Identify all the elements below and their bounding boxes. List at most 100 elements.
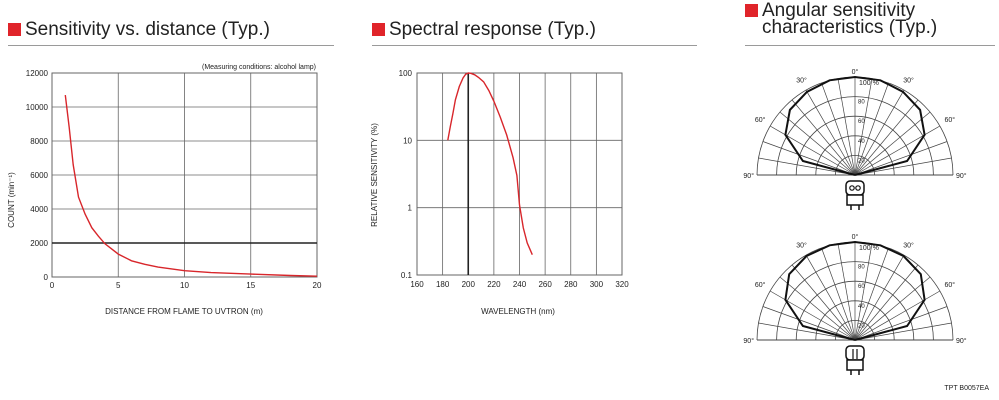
- x-tick-label: 5: [116, 281, 121, 290]
- title-underline: [745, 45, 995, 46]
- angle-label: 60°: [755, 116, 766, 124]
- angular-sensitivity-chart: 0° 30° 30° 60° 60° 90° 90° 100 % 20 40 60 80 0° 30° 3…: [743, 68, 967, 375]
- radial-tick-label: 80: [858, 265, 865, 271]
- radial-scale-label: 100 %: [859, 80, 879, 87]
- y-tick-label: 100: [399, 69, 413, 78]
- title-underline: [372, 45, 697, 46]
- angle-label: 90°: [956, 337, 967, 345]
- angle-label: 60°: [945, 116, 956, 124]
- y-tick-label: 12000: [26, 69, 49, 78]
- red-square-icon: [745, 4, 758, 17]
- polar-spoke: [821, 247, 856, 341]
- tube-base: [846, 194, 864, 206]
- angular-title-line1: Angular sensitivity: [762, 0, 916, 21]
- polar-spoke: [837, 78, 856, 176]
- polar-spoke: [805, 89, 856, 176]
- y-tick-label: 0: [44, 273, 49, 282]
- x-tick-label: 260: [538, 280, 552, 289]
- radial-tick-label: 60: [858, 119, 865, 125]
- polar-spoke: [769, 125, 856, 176]
- x-tick-label: 220: [487, 280, 501, 289]
- y-tick-label: 0.1: [401, 271, 413, 280]
- polar-spoke: [854, 82, 889, 176]
- tube-base: [846, 359, 864, 371]
- tube-electrode: [849, 185, 855, 191]
- polar-spoke: [769, 290, 856, 341]
- radial-tick-label: 80: [858, 100, 865, 106]
- document-code: TPT B0057EA: [944, 385, 989, 392]
- polar-spoke: [779, 111, 856, 176]
- angle-label: 30°: [903, 76, 914, 84]
- polar-plot-front: 0° 30° 30° 60° 60° 90° 90° 100 % 20 40 60 80: [743, 68, 967, 210]
- angular-title-line2: characteristics (Typ.): [762, 17, 938, 38]
- y-tick-label: 2000: [30, 239, 48, 248]
- sensitivity-chart-title: Sensitivity vs. distance (Typ.): [8, 20, 270, 40]
- x-tick-label: 320: [615, 280, 629, 289]
- red-square-icon: [8, 23, 21, 36]
- x-tick-label: 10: [180, 281, 189, 290]
- polar-spoke: [854, 125, 941, 176]
- sensitivity-title-text: Sensitivity vs. distance (Typ.): [25, 19, 270, 40]
- y-axis-label: COUNT (min⁻¹): [7, 172, 16, 228]
- polar-spoke: [854, 306, 948, 341]
- angle-label: 90°: [743, 172, 754, 180]
- angle-label: 60°: [945, 281, 956, 289]
- angle-label: 30°: [796, 241, 807, 249]
- polar-spoke: [854, 99, 919, 176]
- y-tick-label: 10000: [26, 103, 49, 112]
- sensitivity-curve: [64, 95, 318, 277]
- polar-spoke: [762, 306, 856, 341]
- x-tick-label: 240: [513, 280, 527, 289]
- y-axis-label: RELATIVE SENSITIVITY (%): [370, 123, 379, 227]
- measuring-conditions-note: (Measuring conditions: alcohol lamp): [202, 64, 316, 71]
- radial-tick-label: 20: [858, 323, 865, 329]
- red-square-icon: [372, 23, 385, 36]
- polar-spoke: [854, 157, 952, 176]
- x-tick-label: 20: [313, 281, 322, 290]
- radial-scale-label: 100 %: [859, 245, 879, 252]
- y-tick-label: 10: [403, 136, 412, 145]
- polar-spoke: [758, 322, 856, 341]
- y-tick-label: 6000: [30, 171, 48, 180]
- spectral-response-chart: RELATIVE SENSITIVITY (%) WAVELENGTH (nm)…: [370, 69, 629, 316]
- x-axis-label: DISTANCE FROM FLAME TO UVTRON (m): [105, 307, 263, 316]
- radial-tick-label: 20: [858, 158, 865, 164]
- polar-spoke: [837, 243, 856, 341]
- x-tick-label: 180: [436, 280, 450, 289]
- polar-spoke: [854, 264, 919, 341]
- x-tick-label: 280: [564, 280, 578, 289]
- polar-spoke: [854, 247, 889, 341]
- polar-spoke: [854, 78, 873, 176]
- title-underline: [8, 45, 334, 46]
- polar-spoke: [762, 141, 856, 176]
- angle-label: 90°: [956, 172, 967, 180]
- polar-spoke: [854, 276, 931, 341]
- radial-tick-label: 60: [858, 284, 865, 290]
- y-tick-label: 4000: [30, 205, 48, 214]
- x-tick-label: 300: [590, 280, 604, 289]
- polar-spoke: [854, 89, 905, 176]
- spectral-chart-title: Spectral response (Typ.): [372, 20, 596, 40]
- uv-tube-icon: [845, 180, 865, 210]
- angle-label: 90°: [743, 337, 754, 345]
- polar-spoke: [854, 254, 905, 341]
- y-tick-label: 8000: [30, 137, 48, 146]
- angle-label: 30°: [903, 241, 914, 249]
- polar-spoke: [791, 264, 856, 341]
- spectral-title-text: Spectral response (Typ.): [389, 19, 596, 40]
- polar-spoke: [779, 276, 856, 341]
- x-tick-label: 15: [246, 281, 255, 290]
- spectral-curve: [447, 72, 533, 255]
- uv-tube-icon: [845, 345, 865, 375]
- polar-spoke: [854, 322, 952, 341]
- polar-spoke: [791, 99, 856, 176]
- radial-tick-label: 40: [858, 139, 865, 145]
- x-tick-label: 160: [410, 280, 424, 289]
- x-axis-label: WAVELENGTH (nm): [481, 307, 555, 316]
- tube-bulb: [845, 345, 865, 361]
- radial-tick-label: 40: [858, 304, 865, 310]
- polar-spoke: [854, 290, 941, 341]
- polar-spoke: [854, 141, 948, 176]
- y-tick-label: 1: [408, 204, 413, 213]
- tube-electrode: [855, 185, 861, 191]
